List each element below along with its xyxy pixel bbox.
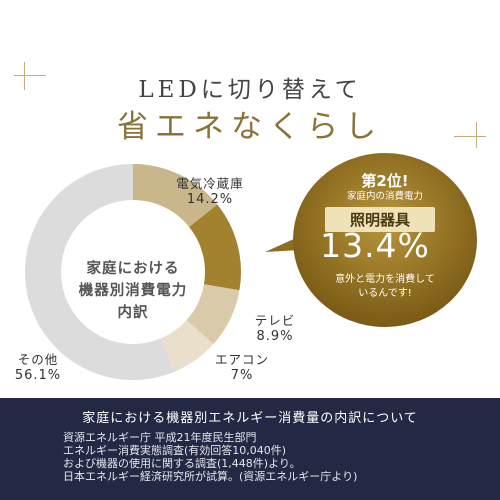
slice-aircon — [160, 320, 214, 372]
callout-note-line-2: いるんです! — [358, 288, 412, 299]
label-refrigerator-name: 電気冷蔵庫 — [176, 176, 244, 191]
label-aircon-value: 7% — [230, 368, 254, 383]
slice-other — [25, 164, 175, 380]
label-tv-value: 8.9% — [256, 329, 294, 344]
footer-line-1: 資源エネルギー庁 平成21年度民生部門 — [63, 431, 257, 444]
callout-bubble — [265, 153, 477, 327]
deco-line-top-right-h — [454, 136, 486, 137]
footer-line-3: および機器の使用に関する調査(1,448件)より。 — [63, 457, 301, 470]
callout-note: 意外と電力を消費して いるんです! — [320, 273, 450, 301]
label-refrigerator-value: 14.2% — [186, 192, 234, 207]
slice-tv — [186, 284, 240, 345]
callout-bubble-tail — [265, 238, 300, 252]
donut-chart — [25, 153, 477, 380]
label-tv: テレビ 8.9% — [245, 313, 305, 345]
label-other: その他 56.1% — [8, 352, 68, 384]
footer-line-4: 日本エネルギー経済研究所が試算。(資源エネルギー庁より) — [63, 470, 358, 483]
callout-percent: 13.4% — [320, 226, 430, 265]
callout-subtitle: 家庭内の消費電力 — [346, 191, 423, 202]
callout-rank: 第2位! — [361, 172, 409, 190]
label-tv-name: テレビ — [254, 313, 296, 328]
heading-line-2: 省エネなくらし — [117, 109, 383, 145]
deco-line-top-left-h — [14, 75, 46, 76]
callout-note-line-1: 意外と電力を消費して — [335, 274, 435, 285]
callout-category: 照明器具 — [325, 207, 435, 232]
label-aircon: エアコン 7% — [197, 352, 287, 384]
slice-lighting — [189, 204, 241, 291]
center-label-line-3: 内訳 — [117, 305, 149, 321]
label-refrigerator: 電気冷蔵庫 14.2% — [165, 176, 255, 208]
footer-panel: 家庭における機器別エネルギー消費量の内訳について 資源エネルギー庁 平成21年度… — [0, 398, 500, 500]
center-label-line-1: 家庭における — [86, 261, 180, 277]
footer-notes: 資源エネルギー庁 平成21年度民生部門 エネルギー消費実態調査(有効回答10,0… — [63, 431, 357, 483]
donut-center-label: 家庭における 機器別消費電力 内訳 — [58, 258, 208, 324]
label-other-name: その他 — [17, 352, 59, 367]
footer-line-2: エネルギー消費実態調査(有効回答10,040件) — [63, 444, 287, 457]
deco-line-top-right-v — [476, 122, 477, 148]
callout-bubble-body — [293, 153, 477, 327]
label-aircon-name: エアコン — [214, 352, 269, 367]
label-other-value: 56.1% — [14, 368, 62, 383]
center-label-line-2: 機器別消費電力 — [78, 283, 188, 299]
slice-refrigerator — [133, 164, 218, 228]
heading-line-1: LEDに切り替えて — [138, 77, 362, 103]
donut-slices — [25, 164, 241, 380]
footer-title: 家庭における機器別エネルギー消費量の内訳について — [82, 411, 418, 426]
deco-line-top-left-v — [24, 62, 25, 90]
